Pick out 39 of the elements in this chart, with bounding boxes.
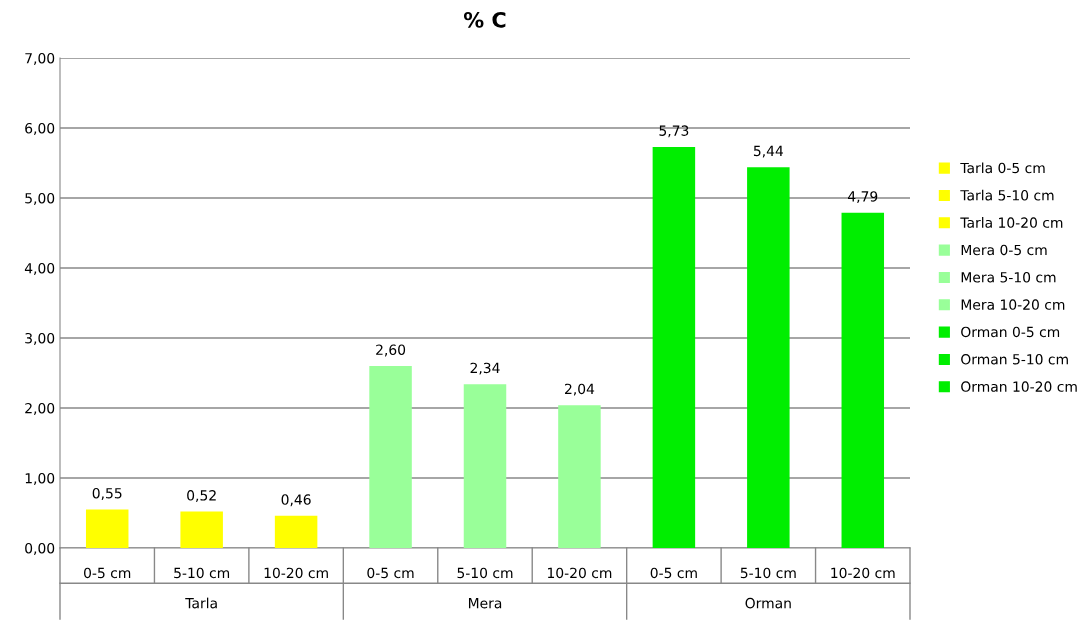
chart-title: % C <box>463 11 506 28</box>
text: Mera <box>468 598 502 609</box>
data-label: 2,04 <box>565 383 595 396</box>
legend-label: Mera 0-5 cm <box>961 244 1047 256</box>
y-tick-label: 6,00 <box>25 122 55 135</box>
data-label: 0,55 <box>92 487 122 500</box>
data-label: 5,44 <box>753 145 784 158</box>
y-tick-label: 2,00 <box>25 402 55 415</box>
y-tick-label: 7,00 <box>25 52 55 65</box>
legend-label: Orman 10-20 cm <box>961 381 1077 392</box>
x-tick-label: 0-5 cm <box>650 567 697 579</box>
data-label: 5,73 <box>659 125 689 138</box>
x-tick-label: 5-10 cm <box>174 567 230 579</box>
data-label: 2,60 <box>376 344 406 357</box>
y-tick-label: 4,00 <box>24 262 55 275</box>
x-tick-label: 0-5 cm <box>367 567 414 579</box>
y-tick-label: 3,00 <box>25 332 55 345</box>
y-tick-label: 1,00 <box>25 472 55 485</box>
legend-label: Tarla 10-20 cm <box>960 217 1063 228</box>
y-tick-label: 5,00 <box>25 192 55 205</box>
data-label: 0,46 <box>281 494 311 507</box>
x-tick-label: 5-10 cm <box>457 567 513 579</box>
x-tick-label: 5-10 cm <box>740 567 796 579</box>
data-label: 0,52 <box>187 490 216 502</box>
legend-label: Tarla 5-10 cm <box>960 189 1054 201</box>
text: Orman <box>745 597 791 609</box>
legend-label: Orman 0-5 cm <box>961 326 1060 338</box>
data-label: 4,79 <box>847 191 878 204</box>
x-tick-label: 0-5 cm <box>84 567 131 579</box>
x-tick-label: 10-20 cm <box>548 567 612 579</box>
legend-label: Tarla 0-5 cm <box>960 162 1045 174</box>
data-label: 2,34 <box>470 362 500 375</box>
legend-label: Mera 5-10 cm <box>961 272 1056 283</box>
text: Tarla <box>185 597 217 609</box>
y-tick-label: 0,00 <box>25 542 55 555</box>
legend-label: Orman 5-10 cm <box>961 354 1068 365</box>
x-tick-label: 10-20 cm <box>264 567 328 579</box>
legend-label: Mera 10-20 cm <box>961 299 1065 310</box>
x-tick-label: 10-20 cm <box>831 567 895 579</box>
